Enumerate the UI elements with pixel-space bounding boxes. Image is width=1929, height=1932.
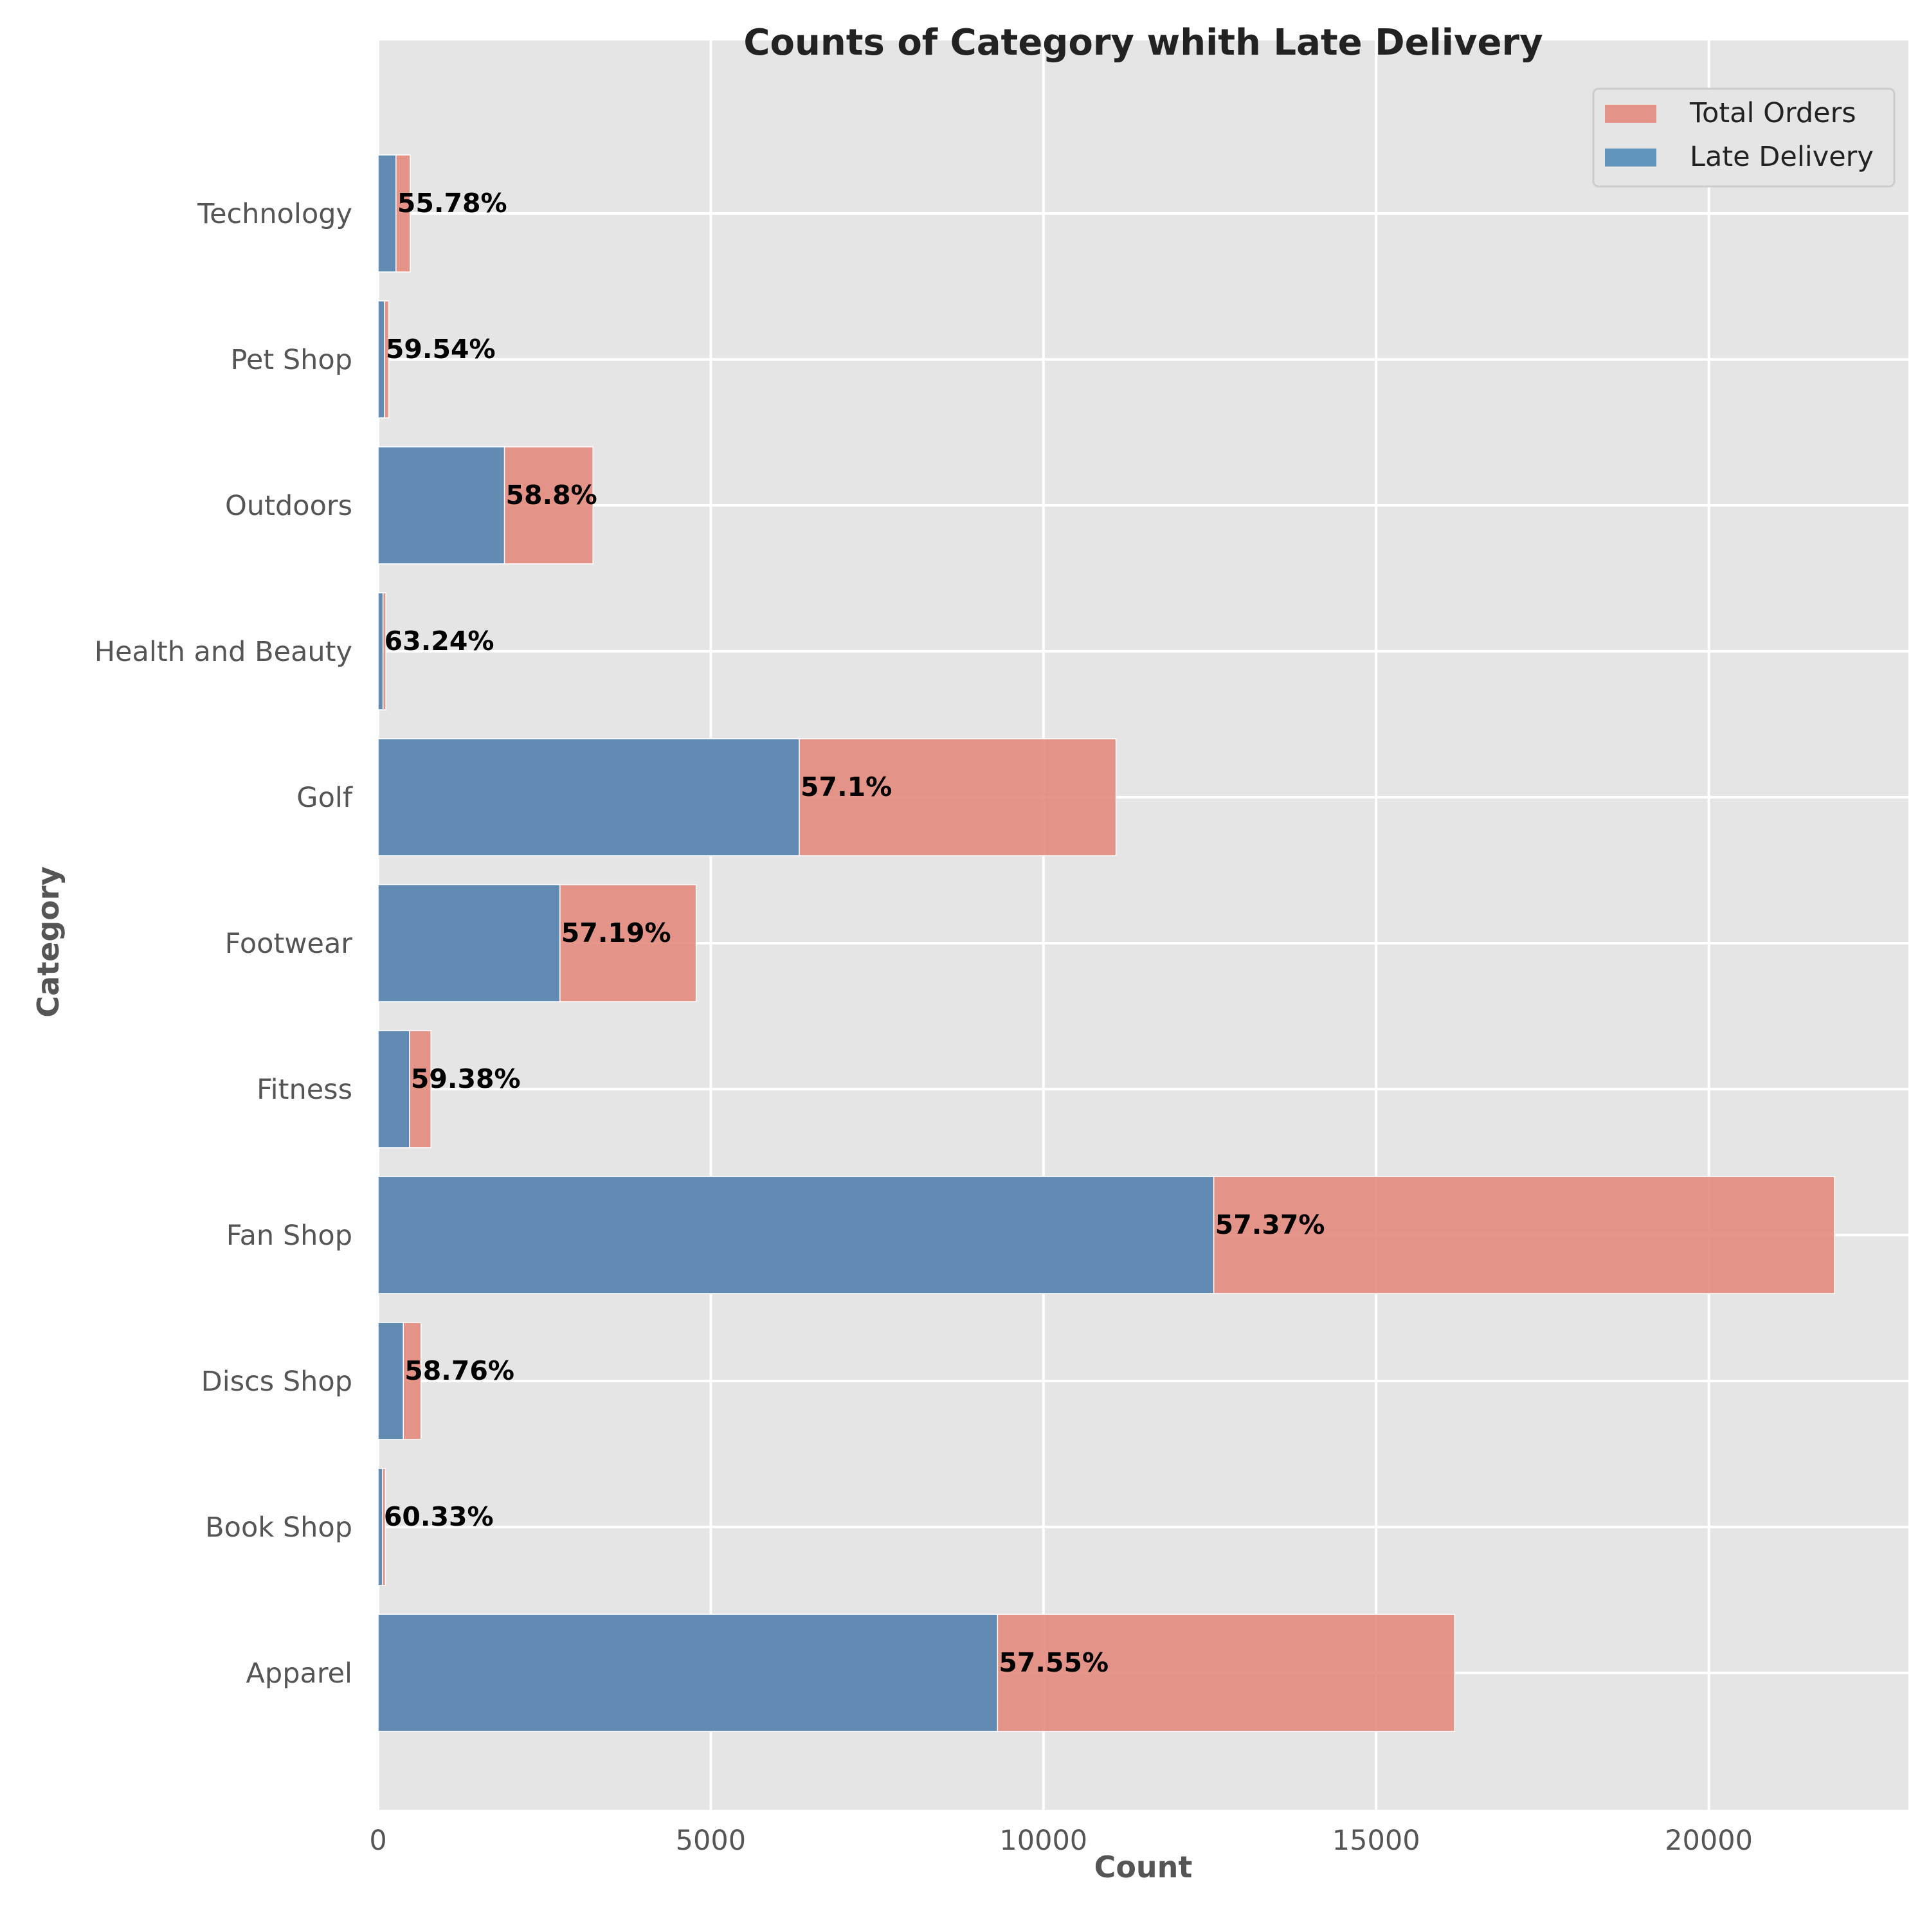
bar-late-delivery: [377, 300, 385, 419]
y-tick-label: Fitness: [257, 1074, 352, 1106]
y-tick-label: Golf: [296, 782, 353, 814]
x-tick-label: 15000: [1332, 1825, 1420, 1857]
bar-late-delivery: [377, 1468, 383, 1586]
x-tick-label: 20000: [1665, 1825, 1753, 1857]
legend-box: [1592, 87, 1896, 188]
percent-late-label: 57.19%: [561, 917, 671, 948]
x-axis-label: Count: [1094, 1850, 1193, 1884]
y-tick-label: Apparel: [246, 1657, 353, 1690]
bar-labels: 57.55% 60.33% 58.76% 57.37% 59.38% 57.19% 57.1…: [384, 188, 1325, 1678]
y-tick-label: Fan Shop: [226, 1220, 352, 1252]
percent-late-label: 59.38%: [411, 1063, 521, 1094]
x-tick-label: 0: [369, 1825, 386, 1857]
ticks: 0 5000 10000 15000 20000 Apparel Book Shop Disc…: [95, 198, 1753, 1857]
legend-swatch-late-delivery: [1605, 149, 1656, 167]
percent-late-label: 57.55%: [999, 1647, 1109, 1678]
y-tick-label: Technology: [197, 198, 352, 230]
x-tick-label: 10000: [999, 1825, 1087, 1857]
legend-label-late-delivery: Late Delivery: [1690, 141, 1874, 173]
percent-late-label: 58.8%: [506, 480, 597, 510]
percent-late-label: 55.78%: [397, 188, 507, 219]
bar-late-delivery: [377, 1614, 999, 1732]
y-tick-label: Book Shop: [205, 1512, 352, 1544]
bar-late-delivery: [377, 1322, 404, 1440]
bars: [377, 154, 1835, 1732]
bar-late-delivery: [377, 738, 800, 856]
percent-late-label: 57.37%: [1215, 1209, 1325, 1240]
legend: Total Orders Late Delivery: [1592, 87, 1896, 188]
percent-late-label: 59.54%: [386, 334, 496, 365]
bar-late-delivery: [377, 884, 561, 1002]
y-axis-label: Category: [31, 866, 66, 1017]
bar-late-delivery: [377, 154, 397, 273]
y-tick-label: Discs Shop: [201, 1366, 352, 1398]
bar-late-delivery: [377, 1030, 410, 1148]
bar-late-delivery: [377, 446, 505, 564]
y-tick-label: Footwear: [225, 928, 353, 960]
x-tick-label: 5000: [676, 1825, 746, 1857]
y-tick-label: Outdoors: [225, 490, 352, 522]
bar-late-delivery: [377, 592, 384, 710]
y-tick-label: Pet Shop: [230, 344, 352, 376]
y-tick-label: Health and Beauty: [95, 636, 352, 668]
legend-swatch-total-orders: [1605, 105, 1656, 123]
percent-late-label: 63.24%: [385, 626, 494, 656]
legend-label-total-orders: Total Orders: [1689, 97, 1856, 129]
chart-title: Counts of Category whith Late Delivery: [743, 22, 1543, 64]
percent-late-label: 60.33%: [384, 1501, 494, 1532]
bar-late-delivery: [377, 1176, 1215, 1294]
percent-late-label: 57.1%: [801, 772, 892, 802]
percent-late-label: 58.76%: [404, 1355, 514, 1386]
